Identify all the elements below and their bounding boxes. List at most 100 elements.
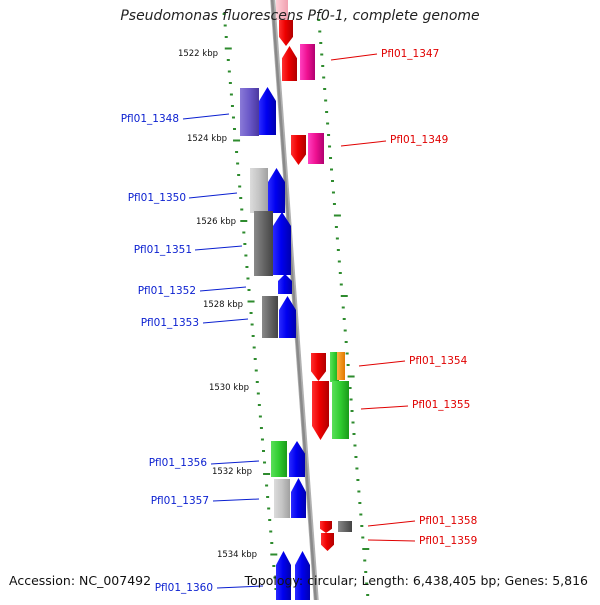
tick-mark-left [273, 576, 277, 579]
tick-mark-right [350, 410, 354, 412]
gene-label[interactable]: Pfl01_1356 [149, 457, 208, 469]
tick-mark-right [348, 387, 352, 389]
tick-mark-left [272, 565, 276, 567]
tick-mark-left [263, 461, 267, 464]
gene-leader-line [210, 460, 260, 465]
tick-mark-left [261, 450, 265, 452]
gene-feature-red[interactable] [311, 353, 326, 381]
gene-feature-red[interactable] [282, 46, 297, 81]
kbp-tick-label: 1528 kbp [203, 300, 243, 310]
tick-mark-left [239, 197, 243, 199]
tick-mark-right [333, 214, 341, 217]
gene-feature-gray-light[interactable] [274, 479, 290, 518]
tick-mark-left [238, 185, 242, 188]
tick-mark-right [335, 237, 339, 240]
tick-mark-right [344, 341, 348, 343]
gene-label[interactable]: Pfl01_1355 [412, 399, 470, 411]
gene-label[interactable]: Pfl01_1353 [141, 317, 199, 329]
gene-feature-blue[interactable] [276, 551, 291, 603]
gene-feature-blue[interactable] [273, 212, 291, 275]
tick-mark-right [343, 329, 347, 332]
tick-mark-left [237, 174, 241, 176]
gene-feature-pink[interactable] [276, 0, 288, 20]
gene-leader-line [340, 140, 387, 147]
gene-feature-blue[interactable] [278, 274, 292, 294]
tick-mark-left [265, 484, 269, 487]
gene-feature-green[interactable] [332, 381, 349, 439]
gene-feature-gray-dark[interactable] [254, 211, 273, 276]
gene-feature-gray-light[interactable] [250, 168, 268, 213]
gene-feature-blue[interactable] [279, 296, 296, 338]
tick-mark-right [323, 88, 327, 90]
gene-leader-line [367, 520, 416, 527]
kbp-tick-label: 1532 kbp [212, 467, 252, 477]
gene-feature-blue[interactable] [289, 441, 305, 477]
tick-mark-left [259, 427, 263, 429]
gene-feature-blue[interactable] [291, 478, 306, 518]
gene-label[interactable]: Pfl01_1352 [138, 285, 196, 297]
gene-feature-red[interactable] [312, 381, 329, 440]
tick-mark-right [317, 19, 321, 21]
tick-mark-left [245, 266, 249, 268]
tick-mark-right [337, 260, 341, 263]
gene-feature-red[interactable] [320, 521, 332, 533]
map-title: Pseudomonas fluorescens Pf0-1, complete … [120, 8, 480, 24]
tick-mark-left [243, 243, 247, 245]
gene-feature-orange[interactable] [337, 352, 345, 380]
tick-mark-right [360, 525, 364, 527]
tick-mark-right [318, 30, 322, 33]
genome-summary-text: Topology: circular; Length: 6,438,405 bp… [244, 573, 588, 588]
tick-mark-left [250, 323, 254, 326]
gene-feature-green[interactable] [271, 441, 287, 477]
tick-mark-left [247, 289, 251, 291]
tick-mark-left [267, 507, 271, 510]
tick-mark-left [270, 542, 274, 544]
gene-feature-green[interactable] [330, 352, 339, 382]
gene-feature-magenta[interactable] [300, 44, 315, 80]
tick-mark-right [346, 364, 350, 366]
gene-feature-gray-dark[interactable] [262, 296, 278, 338]
tick-mark-right [331, 191, 335, 194]
tick-mark-left [256, 392, 260, 395]
tick-mark-left [263, 473, 271, 475]
tick-mark-left [222, 13, 226, 15]
gene-label[interactable]: Pfl01_1348 [121, 113, 179, 125]
tick-mark-right [364, 571, 368, 573]
gene-feature-red[interactable] [291, 135, 306, 165]
gene-feature-red[interactable] [321, 533, 334, 551]
tick-mark-right [352, 433, 356, 435]
gene-feature-blue[interactable] [268, 168, 285, 213]
backbone-line [270, 0, 318, 605]
gene-label[interactable]: Pfl01_1349 [390, 134, 448, 146]
gene-feature-magenta[interactable] [308, 133, 324, 164]
gene-label[interactable]: Pfl01_1358 [419, 515, 477, 527]
gene-leader-line [330, 53, 378, 61]
gene-label[interactable]: Pfl01_1354 [409, 355, 468, 367]
tick-mark-right [340, 295, 348, 297]
tick-mark-right [326, 122, 330, 125]
tick-mark-left [233, 139, 241, 142]
gene-label[interactable]: Pfl01_1359 [419, 535, 477, 547]
gene-feature-blue[interactable] [295, 551, 310, 603]
gene-label[interactable]: Pfl01_1351 [134, 244, 192, 256]
gene-label[interactable]: Pfl01_1347 [381, 48, 439, 60]
gene-label[interactable]: Pfl01_1360 [155, 582, 213, 594]
tick-mark-right [354, 456, 358, 458]
tick-mark-left [254, 369, 258, 372]
gene-label[interactable]: Pfl01_1350 [128, 192, 186, 204]
gene-feature-gray-dark[interactable] [338, 521, 352, 532]
gene-feature-purple[interactable] [240, 88, 259, 136]
tick-mark-left [227, 70, 231, 73]
tick-mark-left [266, 496, 270, 498]
tick-mark-right [328, 145, 332, 148]
tick-mark-left [242, 231, 246, 234]
gene-feature-red[interactable] [279, 20, 293, 46]
gene-label[interactable]: Pfl01_1357 [151, 495, 209, 507]
tick-track [222, 13, 370, 596]
tick-mark-left [255, 381, 259, 383]
gene-feature-blue[interactable] [259, 87, 276, 135]
tick-mark-right [345, 352, 349, 355]
kbp-tick-label: 1526 kbp [196, 217, 236, 227]
